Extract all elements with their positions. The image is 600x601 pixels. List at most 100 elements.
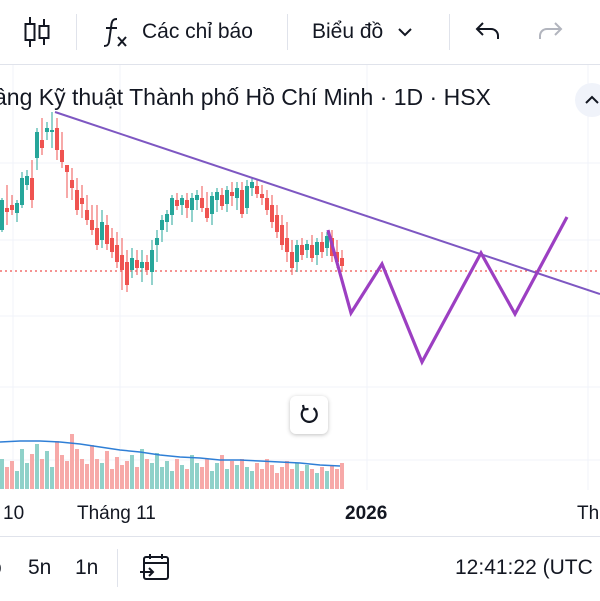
volume-bar bbox=[20, 449, 24, 489]
candle-body bbox=[295, 245, 299, 262]
redo-button[interactable] bbox=[536, 0, 564, 64]
candle-body bbox=[150, 250, 154, 272]
volume-bar bbox=[235, 465, 239, 489]
volume-bar bbox=[125, 461, 129, 489]
projection-path bbox=[326, 216, 569, 366]
go-to-date-button[interactable] bbox=[139, 551, 173, 590]
candle-body bbox=[220, 195, 224, 206]
volume-bar bbox=[255, 463, 259, 489]
candle-body bbox=[165, 214, 169, 222]
candle-body bbox=[0, 200, 4, 230]
indicators-button[interactable]: Các chỉ báo bbox=[102, 0, 253, 64]
volume-bar bbox=[155, 453, 159, 489]
volume-bar bbox=[65, 461, 69, 489]
candle-body bbox=[250, 182, 254, 188]
volume-bar bbox=[335, 469, 339, 489]
candle-body bbox=[310, 245, 314, 258]
calendar-goto-icon bbox=[140, 554, 169, 580]
volume-bar bbox=[145, 459, 149, 489]
clock-timezone[interactable]: 12:41:22 (UTC bbox=[455, 556, 593, 579]
volume-ma-line bbox=[0, 440, 341, 467]
candles-chart-type-button[interactable] bbox=[22, 0, 52, 64]
candle-body bbox=[320, 242, 324, 252]
range-button-1y[interactable]: 1n bbox=[75, 556, 99, 579]
volume-bar bbox=[100, 463, 104, 489]
candle-body bbox=[105, 225, 109, 244]
volume-bar bbox=[205, 459, 209, 489]
volume-bar bbox=[80, 459, 84, 489]
candle-body bbox=[255, 186, 259, 194]
time-axis-label: 10 bbox=[3, 503, 25, 524]
candle-body bbox=[70, 180, 74, 188]
toolbar-separator bbox=[449, 14, 450, 50]
volume-bar bbox=[215, 463, 219, 489]
candle-body bbox=[325, 236, 329, 248]
chart-type-label: Biểu đồ bbox=[312, 20, 384, 43]
candle-body bbox=[5, 208, 9, 212]
volume-bar bbox=[265, 459, 269, 489]
candle-body bbox=[10, 205, 14, 210]
volume-bar bbox=[90, 445, 94, 489]
volume-bar bbox=[70, 434, 74, 489]
volume-bar bbox=[120, 465, 124, 489]
candle-body bbox=[50, 130, 54, 132]
time-axis-label-year: 2026 bbox=[345, 503, 388, 524]
volume-bar bbox=[245, 467, 249, 489]
volume-bar bbox=[200, 467, 204, 489]
volume-bar bbox=[180, 465, 184, 489]
volume-bar bbox=[30, 454, 34, 489]
price-chart[interactable] bbox=[0, 65, 600, 536]
legend-collapse-button[interactable] bbox=[575, 83, 600, 117]
candle-body bbox=[115, 245, 119, 262]
candle-body bbox=[240, 190, 244, 214]
function-icon bbox=[103, 18, 127, 47]
candle-body bbox=[100, 222, 104, 240]
candle-body bbox=[170, 198, 174, 215]
top-toolbar: Các chỉ báo Biểu đồ bbox=[0, 0, 600, 64]
undo-button[interactable] bbox=[474, 0, 502, 64]
candle-body bbox=[130, 258, 134, 270]
volume-bar bbox=[160, 467, 164, 489]
candle-body bbox=[140, 262, 144, 268]
volume-bar bbox=[210, 471, 214, 489]
range-button[interactable]: o bbox=[0, 556, 2, 580]
candle-body bbox=[160, 220, 164, 230]
volume-bars bbox=[0, 434, 344, 489]
candle-body bbox=[230, 192, 234, 196]
chart-type-dropdown[interactable]: Biểu đồ bbox=[312, 0, 413, 64]
candle-body bbox=[290, 252, 294, 268]
candle-body bbox=[55, 128, 59, 150]
range-button-5d[interactable]: 5n bbox=[28, 556, 52, 579]
bottom-separator bbox=[117, 549, 118, 587]
volume-bar bbox=[115, 457, 119, 489]
candle-body bbox=[155, 238, 159, 245]
volume-bar bbox=[320, 467, 324, 489]
candle-body bbox=[210, 196, 214, 214]
volume-bar bbox=[55, 441, 59, 489]
volume-bar bbox=[0, 459, 4, 489]
volume-bar bbox=[140, 449, 144, 489]
volume-bar bbox=[250, 471, 254, 489]
candle-body bbox=[205, 208, 209, 218]
volume-bar bbox=[35, 444, 39, 489]
volume-bar bbox=[5, 467, 9, 489]
volume-bar bbox=[170, 471, 174, 489]
reset-chart-button[interactable] bbox=[290, 396, 328, 434]
volume-bar bbox=[275, 473, 279, 489]
candle-body bbox=[245, 186, 249, 208]
candle-body bbox=[270, 205, 274, 222]
candle-body bbox=[35, 132, 39, 158]
volume-bar bbox=[150, 463, 154, 489]
volume-bar bbox=[105, 451, 109, 489]
candle-body bbox=[285, 238, 289, 252]
candle-body bbox=[120, 255, 124, 270]
candle-body bbox=[95, 228, 99, 245]
volume-bar bbox=[240, 459, 244, 489]
volume-bar bbox=[110, 469, 114, 489]
candle-body bbox=[275, 215, 279, 232]
volume-bar bbox=[270, 465, 274, 489]
volume-bar bbox=[45, 451, 49, 489]
toolbar-divider bbox=[0, 64, 600, 65]
candle-body bbox=[80, 198, 84, 204]
candle-body bbox=[215, 192, 219, 200]
